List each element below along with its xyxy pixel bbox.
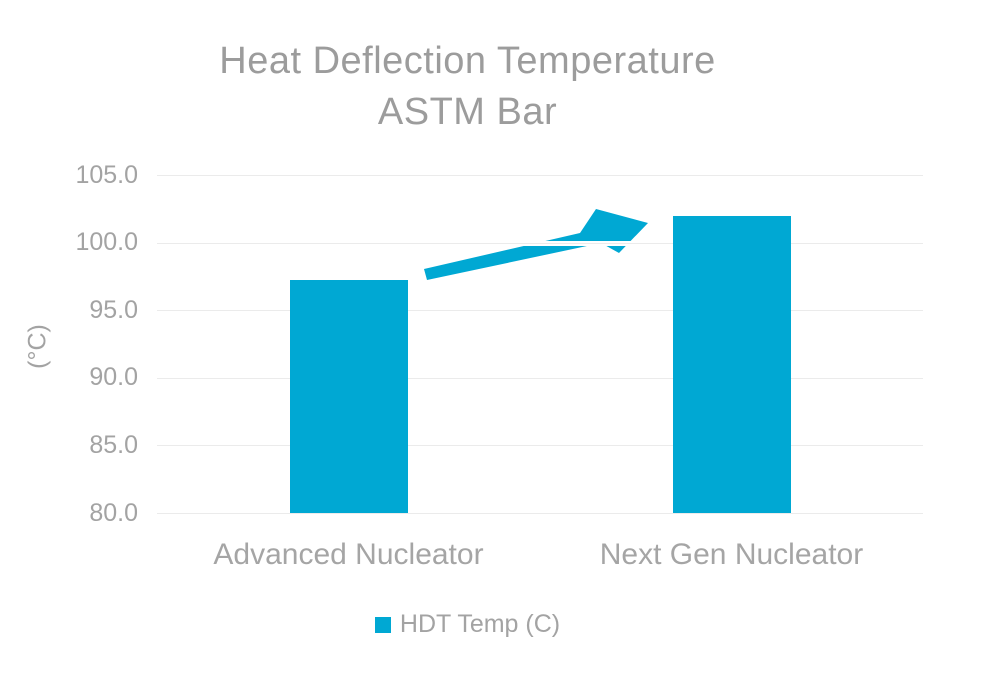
chart-title-line2: ASTM Bar [377,91,558,133]
legend-swatch-icon [374,616,391,633]
bar-advanced-nucleator [289,280,408,513]
y-axis-tick-labels: 105.0 100.0 95.0 90.0 85.0 80.0 [0,0,138,699]
y-tick-95.0: 95.0 [89,295,138,324]
y-tick-90.0: 90.0 [89,363,138,392]
legend-label: HDT Temp (C) [399,610,561,638]
x-axis-category-labels: Advanced Nucleator Next Gen Nucleator [157,534,923,576]
chart-title: Heat Deflection Temperature ASTM Bar [0,36,935,138]
y-tick-105.0: 105.0 [75,160,138,189]
gridline-80.0 [157,511,923,516]
gridline-105.0 [157,173,923,178]
gridline-95.0 [157,308,923,314]
gridline-90.0 [157,375,923,381]
y-tick-100.0: 100.0 [75,228,138,257]
y-tick-80.0: 80.0 [89,498,138,527]
y-tick-85.0: 85.0 [89,430,138,459]
x-label-advanced-nucleator: Advanced Nucleator [213,538,484,571]
bar-next-gen-nucleator [672,215,791,513]
x-label-next-gen-nucleator: Next Gen Nucleator [599,538,864,571]
gridline-100.0 [157,240,923,246]
legend: HDT Temp (C) [0,610,935,639]
plot-area [157,173,923,516]
gridline-85.0 [157,443,923,449]
chart-title-line1: Heat Deflection Temperature [219,40,716,82]
